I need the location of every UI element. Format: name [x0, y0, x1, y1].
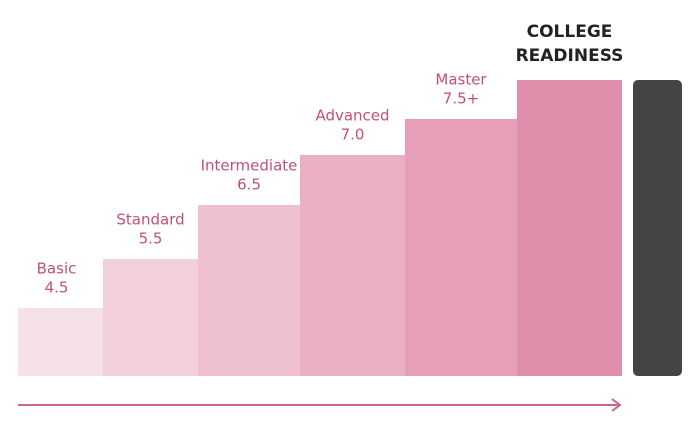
step-label: Master [435, 71, 487, 89]
step [18, 308, 103, 376]
step-level: 5.5 [139, 230, 163, 248]
step [405, 119, 517, 376]
step-label: Basic [37, 260, 77, 278]
step [198, 205, 300, 376]
step-level: 6.5 [237, 176, 261, 194]
step-label: Standard [116, 211, 184, 229]
step-level: 4.5 [45, 279, 69, 297]
step-label: Advanced [315, 107, 389, 125]
step [517, 80, 622, 376]
arrow-head [611, 398, 622, 412]
step [103, 259, 198, 376]
step-level: 7.5+ [443, 90, 479, 108]
goal-title: READINESS [516, 46, 624, 66]
step-level: 7.0 [341, 126, 365, 144]
side-panel [633, 80, 682, 376]
step [300, 155, 405, 376]
step-label: Intermediate [201, 157, 298, 175]
goal-title: COLLEGE [527, 22, 613, 42]
